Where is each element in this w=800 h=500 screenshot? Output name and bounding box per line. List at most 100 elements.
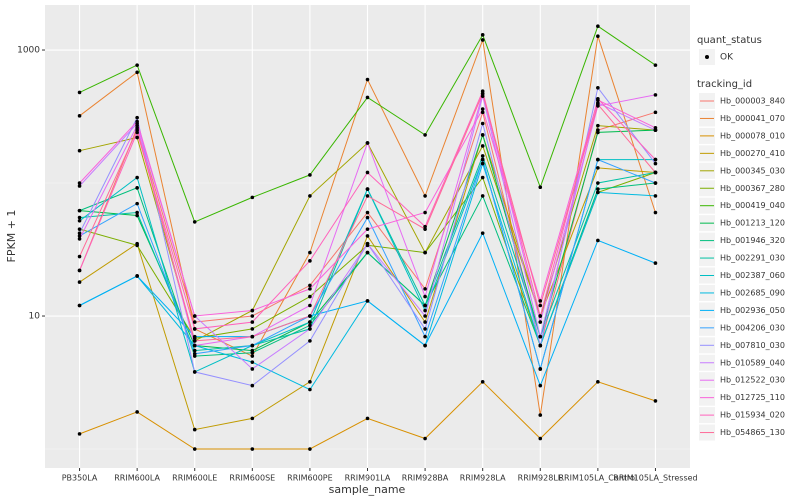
data-point [77, 114, 82, 118]
data-point [653, 161, 658, 166]
data-point [308, 327, 312, 331]
data-point [250, 367, 255, 371]
legend-title: tracking_id [697, 79, 752, 90]
data-point [308, 250, 312, 255]
data-point [308, 194, 312, 198]
data-point [596, 190, 600, 195]
data-point [365, 416, 370, 421]
legend-label: Hb_001946_320 [720, 236, 785, 245]
legend-label: Hb_054865_130 [720, 428, 785, 437]
data-point [538, 314, 543, 318]
data-point [135, 128, 139, 132]
legend-label: Hb_002685_090 [720, 288, 785, 297]
x-tick-label: RRIM928LE [518, 474, 563, 483]
data-point [480, 107, 485, 111]
data-point [538, 303, 543, 308]
data-point [365, 210, 370, 215]
data-point [308, 294, 312, 299]
data-point [596, 157, 600, 162]
data-point [480, 121, 485, 126]
data-point [308, 447, 312, 451]
legend-label: Hb_010589_040 [720, 358, 785, 367]
legend-label: Hb_007810_030 [720, 341, 785, 350]
data-point [480, 144, 485, 148]
data-point [480, 110, 485, 115]
data-point [77, 432, 82, 436]
data-point [192, 334, 197, 339]
data-point [480, 161, 485, 166]
data-point [308, 173, 312, 177]
data-point [480, 91, 485, 96]
data-point [192, 327, 197, 331]
data-point [653, 170, 658, 175]
data-point [423, 210, 427, 215]
data-point [596, 380, 600, 384]
data-point [250, 327, 255, 331]
data-point [596, 181, 600, 185]
data-point [192, 447, 197, 451]
data-point [653, 261, 658, 265]
legend-point [705, 55, 709, 59]
data-point [365, 170, 370, 175]
data-point [135, 274, 139, 278]
data-point [365, 234, 370, 238]
data-point [365, 227, 370, 231]
data-point [653, 63, 658, 67]
data-point [653, 210, 658, 215]
data-point [308, 314, 312, 318]
data-point [135, 410, 139, 414]
data-point [192, 370, 197, 374]
data-point [308, 380, 312, 384]
legend-label: Hb_002291_030 [720, 254, 785, 263]
data-point [423, 250, 427, 255]
legend-label: Hb_000270_410 [720, 149, 785, 158]
legend-label: Hb_000041_070 [720, 114, 785, 123]
data-point [77, 280, 82, 284]
data-point [423, 334, 427, 339]
data-point [653, 157, 658, 162]
data-point [77, 227, 82, 231]
data-point [135, 135, 139, 140]
legend-label: Hb_012725_110 [720, 393, 785, 402]
data-point [653, 93, 658, 97]
y-tick-label: 1000 [17, 46, 40, 56]
data-point [77, 268, 82, 273]
data-point [423, 133, 427, 137]
legend-label: Hb_000078_010 [720, 131, 785, 140]
data-point [250, 354, 255, 358]
data-point [250, 360, 255, 364]
data-point [77, 90, 82, 95]
data-point [77, 237, 82, 241]
data-point [308, 323, 312, 328]
data-point [308, 287, 312, 291]
data-point [77, 218, 82, 223]
data-point [250, 308, 255, 313]
data-point [135, 210, 139, 215]
data-point [653, 194, 658, 198]
data-point [365, 215, 370, 220]
y-axis-title: FPKM + 1 [5, 210, 18, 263]
x-tick-label: RRIM928BA [402, 474, 449, 483]
legend-label: Hb_002936_050 [720, 306, 785, 315]
data-point [192, 351, 197, 356]
data-point [365, 95, 370, 100]
data-point [250, 314, 255, 318]
legend-label: Hb_002387_060 [720, 271, 785, 280]
data-point [250, 343, 255, 348]
data-point [135, 115, 139, 120]
legend-title: quant_status [697, 35, 762, 46]
data-point [596, 85, 600, 90]
data-point [480, 133, 485, 137]
data-point [538, 299, 543, 303]
data-point [538, 436, 543, 441]
x-tick-label: RRIM600PE [287, 474, 333, 483]
x-tick-label: RRIM928LA [460, 474, 506, 483]
data-point [308, 339, 312, 343]
x-tick-label: PB350LA [62, 474, 98, 483]
x-tick-label: RRIM105LA_Stressed [613, 474, 697, 483]
data-point [423, 314, 427, 318]
data-point [538, 185, 543, 190]
data-point [135, 175, 139, 180]
data-point [480, 38, 485, 42]
